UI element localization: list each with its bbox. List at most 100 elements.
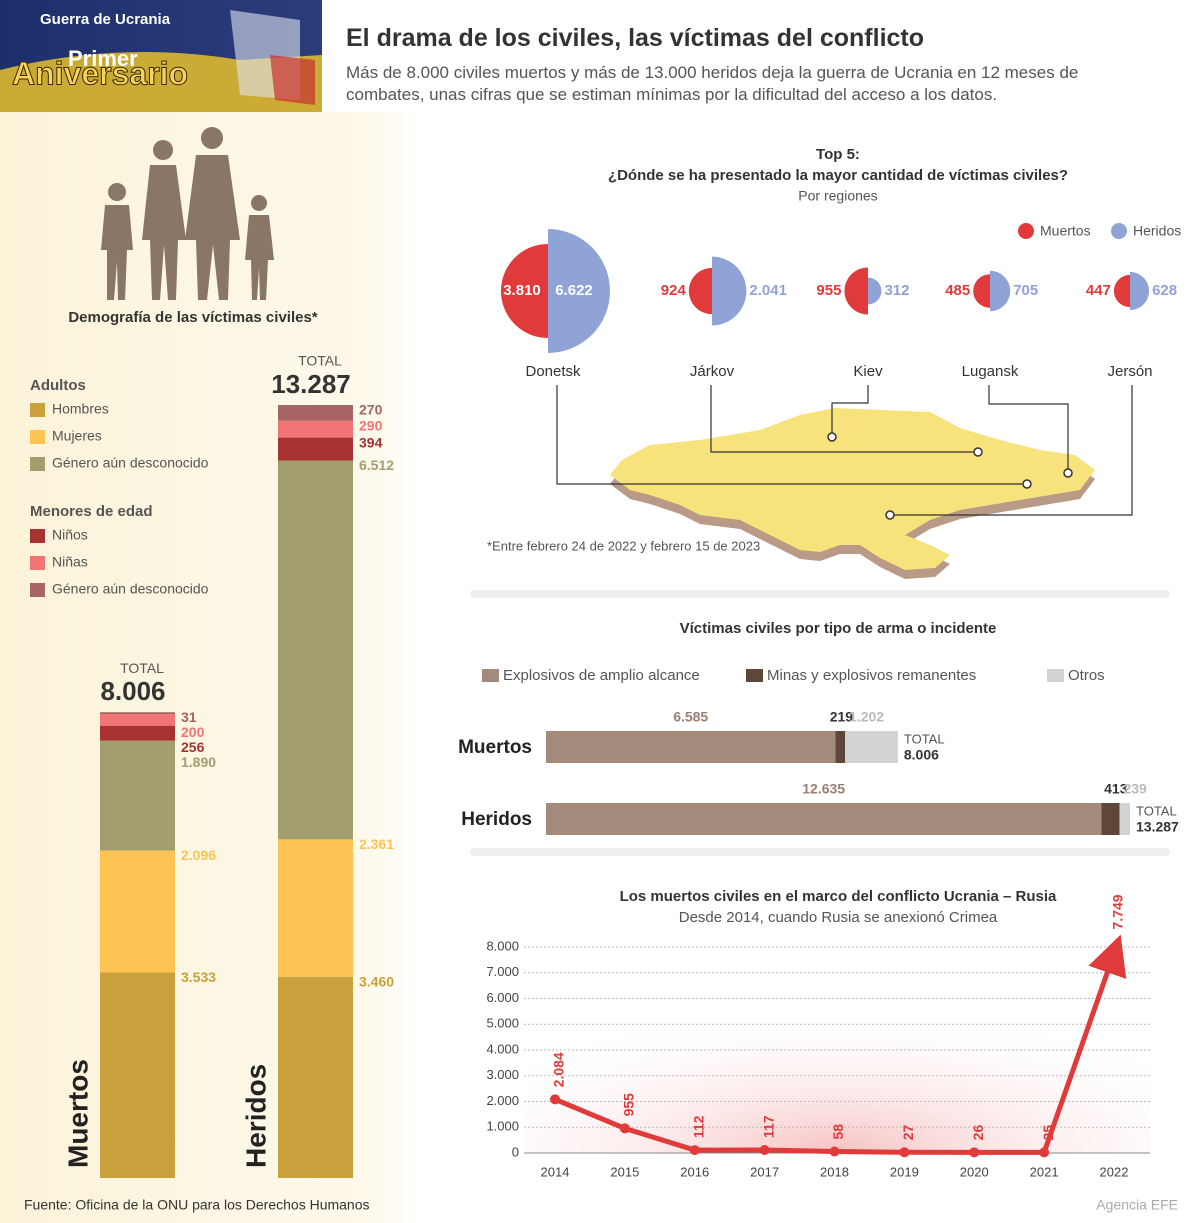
- half-circle: [500, 243, 548, 339]
- divider: [470, 848, 1170, 856]
- total-label: TOTAL: [120, 660, 164, 676]
- y-tick-label: 4.000: [486, 1041, 519, 1056]
- y-tick-label: 5.000: [486, 1016, 519, 1031]
- badge-top: Guerra de Ucrania: [40, 11, 171, 28]
- total-value: 13.287: [1136, 819, 1179, 835]
- map-point: [973, 447, 983, 457]
- half-circle: [688, 267, 712, 315]
- chart-title: Top 5:: [816, 146, 860, 163]
- legend-swatch: [746, 669, 763, 682]
- point: [899, 1147, 910, 1158]
- value-label: 2.041: [749, 282, 787, 299]
- leader-line: [890, 385, 1133, 516]
- legend-label: Mujeres: [52, 428, 102, 444]
- bar-segment: [278, 839, 353, 977]
- subtitle: Más de 8.000 civiles muertos y más de 13…: [346, 63, 1079, 104]
- half-circle: [868, 277, 882, 305]
- leader-line: [831, 385, 869, 437]
- total-value: 13.287: [271, 369, 351, 399]
- y-tick-label: 2.000: [486, 1093, 519, 1108]
- chart-title: Los muertos civiles en el marco del conf…: [620, 888, 1057, 905]
- legend-swatch: [1047, 669, 1064, 682]
- category-label: Muertos: [62, 1059, 93, 1168]
- chart-subtitle: Por regiones: [798, 188, 877, 204]
- legend-label: Género aún desconocido: [52, 455, 209, 471]
- figure-body: [185, 155, 240, 300]
- bar-segment: [100, 725, 175, 741]
- value-label: 219: [830, 709, 854, 725]
- leader-line: [556, 385, 1027, 485]
- bar-segment: [100, 714, 175, 726]
- region-label: Lugansk: [962, 363, 1019, 380]
- chart-subtitle: Desde 2014, cuando Rusia se anexionó Cri…: [679, 909, 998, 926]
- legend-label: Niños: [52, 527, 88, 543]
- y-tick-label: 0: [512, 1144, 519, 1159]
- chart-title: Víctimas civiles por tipo de arma o inci…: [680, 620, 997, 637]
- plot-glow: [524, 940, 1150, 1153]
- value-label: 290: [359, 417, 383, 433]
- figure-head: [108, 183, 126, 201]
- y-tick-label: 6.000: [486, 990, 519, 1005]
- x-tick-label: 2016: [680, 1164, 709, 1179]
- total-value: 8.006: [904, 747, 939, 763]
- legend-group: Menores de edad: [30, 503, 153, 520]
- legend-swatch: [30, 583, 45, 597]
- divider: [470, 590, 1170, 598]
- bar-segment: [278, 405, 353, 421]
- badge: Guerra de Ucrania Primer Aniversario: [0, 0, 322, 112]
- legend-swatch: [30, 529, 45, 543]
- value-label: 58: [830, 1124, 846, 1140]
- region-label: Kiev: [853, 363, 883, 380]
- half-circle: [1113, 274, 1130, 308]
- leader-line: [988, 385, 1069, 473]
- bar-segment: [1101, 803, 1120, 835]
- value-label: 200: [181, 724, 205, 740]
- value-label: 270: [359, 402, 383, 418]
- legend-label: Heridos: [1133, 223, 1181, 239]
- value-label: 31: [181, 709, 197, 725]
- figure-head: [201, 127, 223, 149]
- point: [689, 1145, 700, 1156]
- bar-segment: [845, 731, 898, 763]
- legend-group: Adultos: [30, 377, 86, 394]
- legend-swatch: [30, 403, 45, 417]
- badge-line1: Primer: [68, 46, 138, 71]
- bar-segment: [100, 972, 175, 1178]
- figure-body: [245, 215, 274, 300]
- bar-segment: [278, 420, 353, 438]
- value-label: 955: [816, 282, 841, 299]
- y-tick-label: 8.000: [486, 938, 519, 953]
- y-tick-label: 3.000: [486, 1067, 519, 1082]
- value-label: 256: [181, 739, 205, 755]
- region-label: Járkov: [690, 363, 735, 380]
- legend-label: Niñas: [52, 554, 88, 570]
- x-tick-label: 2018: [820, 1164, 849, 1179]
- y-tick-label: 1.000: [486, 1119, 519, 1134]
- bar-segment: [100, 740, 175, 851]
- value-label: 26: [970, 1125, 986, 1141]
- region-label: Jersón: [1107, 363, 1152, 380]
- value-label: 955: [621, 1093, 637, 1117]
- value-label: 485: [945, 282, 970, 299]
- value-label: 239: [1123, 781, 1147, 797]
- bar-segment: [100, 712, 175, 715]
- legend-label: Explosivos de amplio alcance: [503, 667, 700, 684]
- value-label: 705: [1013, 282, 1038, 299]
- legend-swatch: [30, 430, 45, 444]
- value-label: 6.622: [555, 282, 593, 299]
- map-point: [827, 432, 837, 442]
- total-label: TOTAL: [1136, 803, 1177, 818]
- value-label: 394: [359, 434, 383, 450]
- note: *Entre febrero 24 de 2022 y febrero 15 d…: [487, 538, 760, 553]
- value-label: 2.084: [551, 1052, 567, 1087]
- legend-label: Otros: [1068, 667, 1105, 684]
- chart-subtitle: ¿Dónde se ha presentado la mayor cantida…: [608, 167, 1068, 184]
- x-tick-label: 2017: [750, 1164, 779, 1179]
- point: [829, 1146, 840, 1157]
- figure-head: [153, 140, 173, 160]
- legend-label: Hombres: [52, 401, 109, 417]
- badge-line2: Aniversario: [12, 55, 188, 91]
- x-tick-label: 2022: [1100, 1164, 1129, 1179]
- leader-line: [710, 385, 978, 453]
- x-tick-label: 2020: [960, 1164, 989, 1179]
